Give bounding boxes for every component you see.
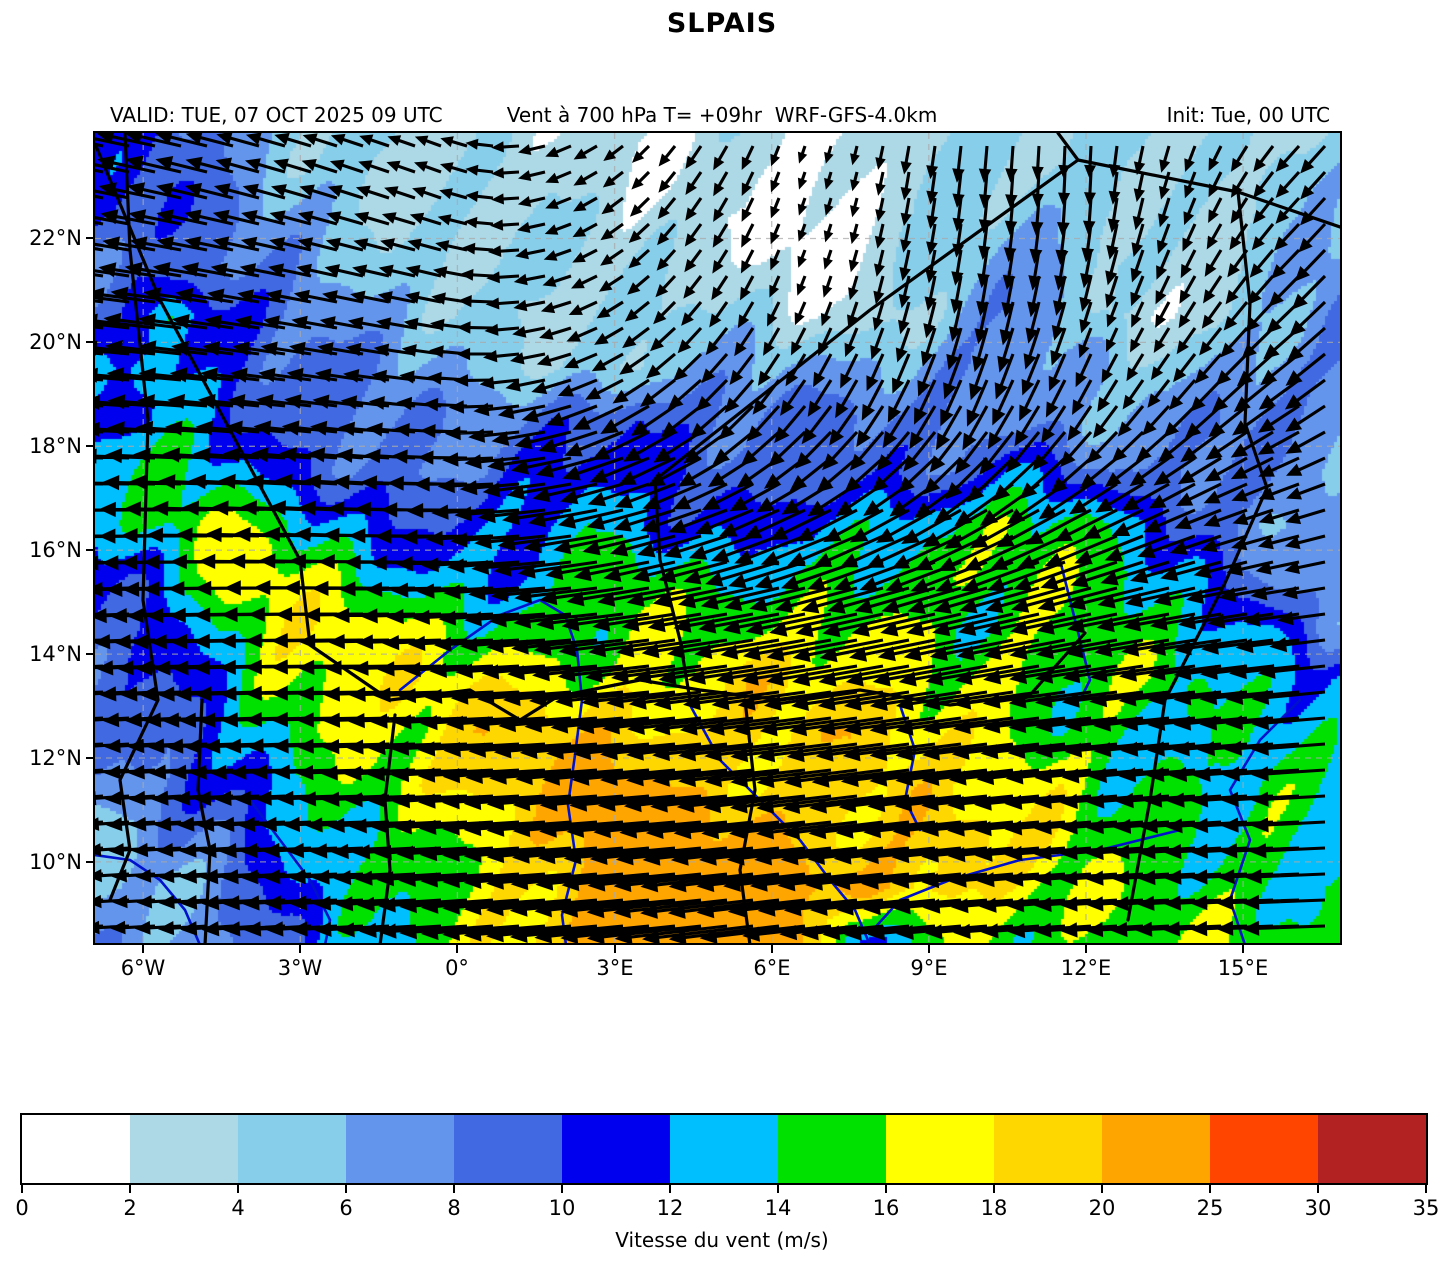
x-tick-label: 0°	[445, 956, 469, 980]
colorbar-tick-label: 8	[447, 1196, 461, 1220]
colorbar-label: Vitesse du vent (m/s)	[615, 1228, 829, 1252]
y-tick-label: 22°N	[29, 226, 82, 250]
y-tick-label: 16°N	[29, 538, 82, 562]
y-tick	[86, 861, 94, 863]
y-tick	[86, 549, 94, 551]
y-tick-label: 14°N	[29, 642, 82, 666]
y-tick	[86, 653, 94, 655]
colorbar-segment	[238, 1115, 346, 1183]
x-tick-label: 6°W	[120, 956, 166, 980]
y-tick	[86, 341, 94, 343]
colorbar-segment	[1318, 1115, 1426, 1183]
x-tick	[928, 945, 930, 953]
y-tick	[86, 445, 94, 447]
colorbar-tick	[993, 1185, 995, 1193]
x-tick-label: 3°W	[277, 956, 323, 980]
colorbar-tick	[453, 1185, 455, 1193]
colorbar-tick	[885, 1185, 887, 1193]
init-time-label: Init: Tue, 00 UTC	[1166, 103, 1330, 127]
wind-arrow-heads	[95, 133, 1315, 943]
colorbar-tick-label: 12	[656, 1196, 684, 1220]
x-tick	[1085, 945, 1087, 953]
colorbar-tick-label: 0	[15, 1196, 29, 1220]
x-tick-label: 15°E	[1217, 956, 1269, 980]
x-tick	[614, 945, 616, 953]
colorbar-segment	[1102, 1115, 1210, 1183]
colorbar-tick-label: 4	[231, 1196, 245, 1220]
colorbar-tick	[129, 1185, 131, 1193]
colorbar-tick-label: 18	[980, 1196, 1008, 1220]
y-tick-label: 12°N	[29, 746, 82, 770]
x-tick-label: 9°E	[910, 956, 948, 980]
x-tick	[299, 945, 301, 953]
colorbar-segment	[994, 1115, 1102, 1183]
colorbar-tick-label: 20	[1088, 1196, 1116, 1220]
colorbar-segment	[886, 1115, 994, 1183]
colorbar-tick-label: 14	[764, 1196, 792, 1220]
colorbar-segment	[130, 1115, 238, 1183]
colorbar-tick	[669, 1185, 671, 1193]
x-tick-label: 6°E	[753, 956, 791, 980]
x-tick	[142, 945, 144, 953]
colorbar-tick	[1317, 1185, 1319, 1193]
colorbar-tick	[561, 1185, 563, 1193]
colorbar-tick-label: 10	[548, 1196, 576, 1220]
x-tick	[1242, 945, 1244, 953]
colorbar-segment	[1210, 1115, 1318, 1183]
colorbar-segment	[346, 1115, 454, 1183]
colorbar-tick-label: 30	[1304, 1196, 1332, 1220]
colorbar-tick	[21, 1185, 23, 1193]
colorbar-tick	[1209, 1185, 1211, 1193]
map-panel	[93, 131, 1342, 945]
x-tick	[771, 945, 773, 953]
valid-time-label: VALID: TUE, 07 OCT 2025 09 UTC	[110, 103, 443, 127]
colorbar-tick-label: 16	[872, 1196, 900, 1220]
y-tick	[86, 237, 94, 239]
colorbar-tick	[345, 1185, 347, 1193]
colorbar-tick	[1101, 1185, 1103, 1193]
x-tick-label: 3°E	[596, 956, 634, 980]
map-overlay	[95, 133, 1340, 943]
y-tick	[86, 757, 94, 759]
country-border	[308, 643, 562, 722]
colorbar-tick	[1425, 1185, 1427, 1193]
field-title-label: Vent à 700 hPa T= +09hr WRF-GFS-4.0km	[506, 103, 938, 127]
colorbar-segment	[454, 1115, 562, 1183]
y-tick-label: 20°N	[29, 330, 82, 354]
colorbar-tick-label: 25	[1196, 1196, 1224, 1220]
y-tick-label: 10°N	[29, 850, 82, 874]
page-title: SLPAIS	[666, 8, 778, 39]
country-border	[108, 133, 160, 902]
x-tick-label: 12°E	[1060, 956, 1112, 980]
x-tick	[456, 945, 458, 953]
colorbar-segment	[562, 1115, 670, 1183]
colorbar-segment	[670, 1115, 778, 1183]
colorbar-tick	[777, 1185, 779, 1193]
river-line	[95, 853, 201, 943]
colorbar	[20, 1113, 1428, 1185]
colorbar-tick-label: 6	[339, 1196, 353, 1220]
colorbar-tick-label: 2	[123, 1196, 137, 1220]
y-tick-label: 18°N	[29, 434, 82, 458]
colorbar-segment	[778, 1115, 886, 1183]
colorbar-tick-label: 35	[1412, 1196, 1440, 1220]
colorbar-tick	[237, 1185, 239, 1193]
colorbar-segment	[22, 1115, 130, 1183]
